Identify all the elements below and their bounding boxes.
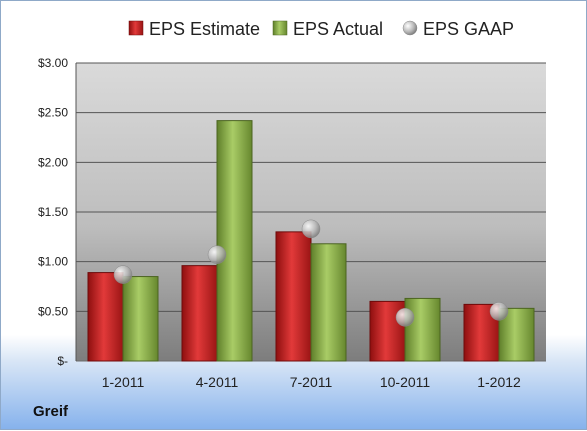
x-tick-label: 7-2011 (290, 374, 333, 390)
marker-eps-gaap (395, 308, 415, 327)
legend-label: EPS Estimate (149, 19, 260, 39)
x-tick-label: 1-2012 (477, 374, 521, 390)
bar-eps-estimate (87, 272, 124, 362)
x-tick-label: 10-2011 (380, 374, 431, 390)
legend-swatch (402, 20, 418, 36)
marker-eps-gaap (301, 219, 321, 239)
y-axis-ticks: $- $0.50 $1.00 $1.50 $2.00 $2.50 $3.00 (38, 56, 68, 368)
bar-eps-actual (216, 120, 253, 362)
y-tick-label: $1.00 (38, 255, 68, 269)
legend-label: EPS Actual (293, 19, 383, 39)
legend: EPS Estimate EPS Actual EPS GAAP (128, 19, 514, 39)
legend-label: EPS GAAP (423, 19, 514, 39)
marker-eps-gaap (207, 245, 227, 264)
x-tick-label: 4-2011 (196, 374, 239, 390)
bar-eps-estimate (181, 265, 218, 362)
marker-eps-gaap (113, 265, 133, 284)
bar-eps-estimate (275, 231, 312, 362)
y-tick-label: $3.00 (38, 56, 68, 70)
bar-eps-actual (122, 276, 159, 362)
bar-eps-actual (310, 243, 347, 362)
bars (87, 120, 535, 362)
legend-swatch (272, 20, 288, 36)
y-tick-label: $- (57, 354, 68, 368)
x-tick-label: 1-2011 (102, 374, 145, 390)
x-axis-ticks: 1-2011 4-2011 7-2011 10-2011 1-2012 (102, 374, 521, 390)
bar-eps-actual (404, 297, 441, 362)
y-tick-label: $0.50 (38, 304, 68, 318)
company-label: Greif (33, 403, 69, 420)
legend-swatch (128, 20, 144, 36)
marker-eps-gaap (489, 302, 509, 321)
y-tick-label: $2.00 (38, 155, 68, 169)
y-tick-label: $1.50 (38, 205, 68, 219)
gaap-markers (113, 219, 509, 327)
y-tick-label: $2.50 (38, 106, 68, 120)
